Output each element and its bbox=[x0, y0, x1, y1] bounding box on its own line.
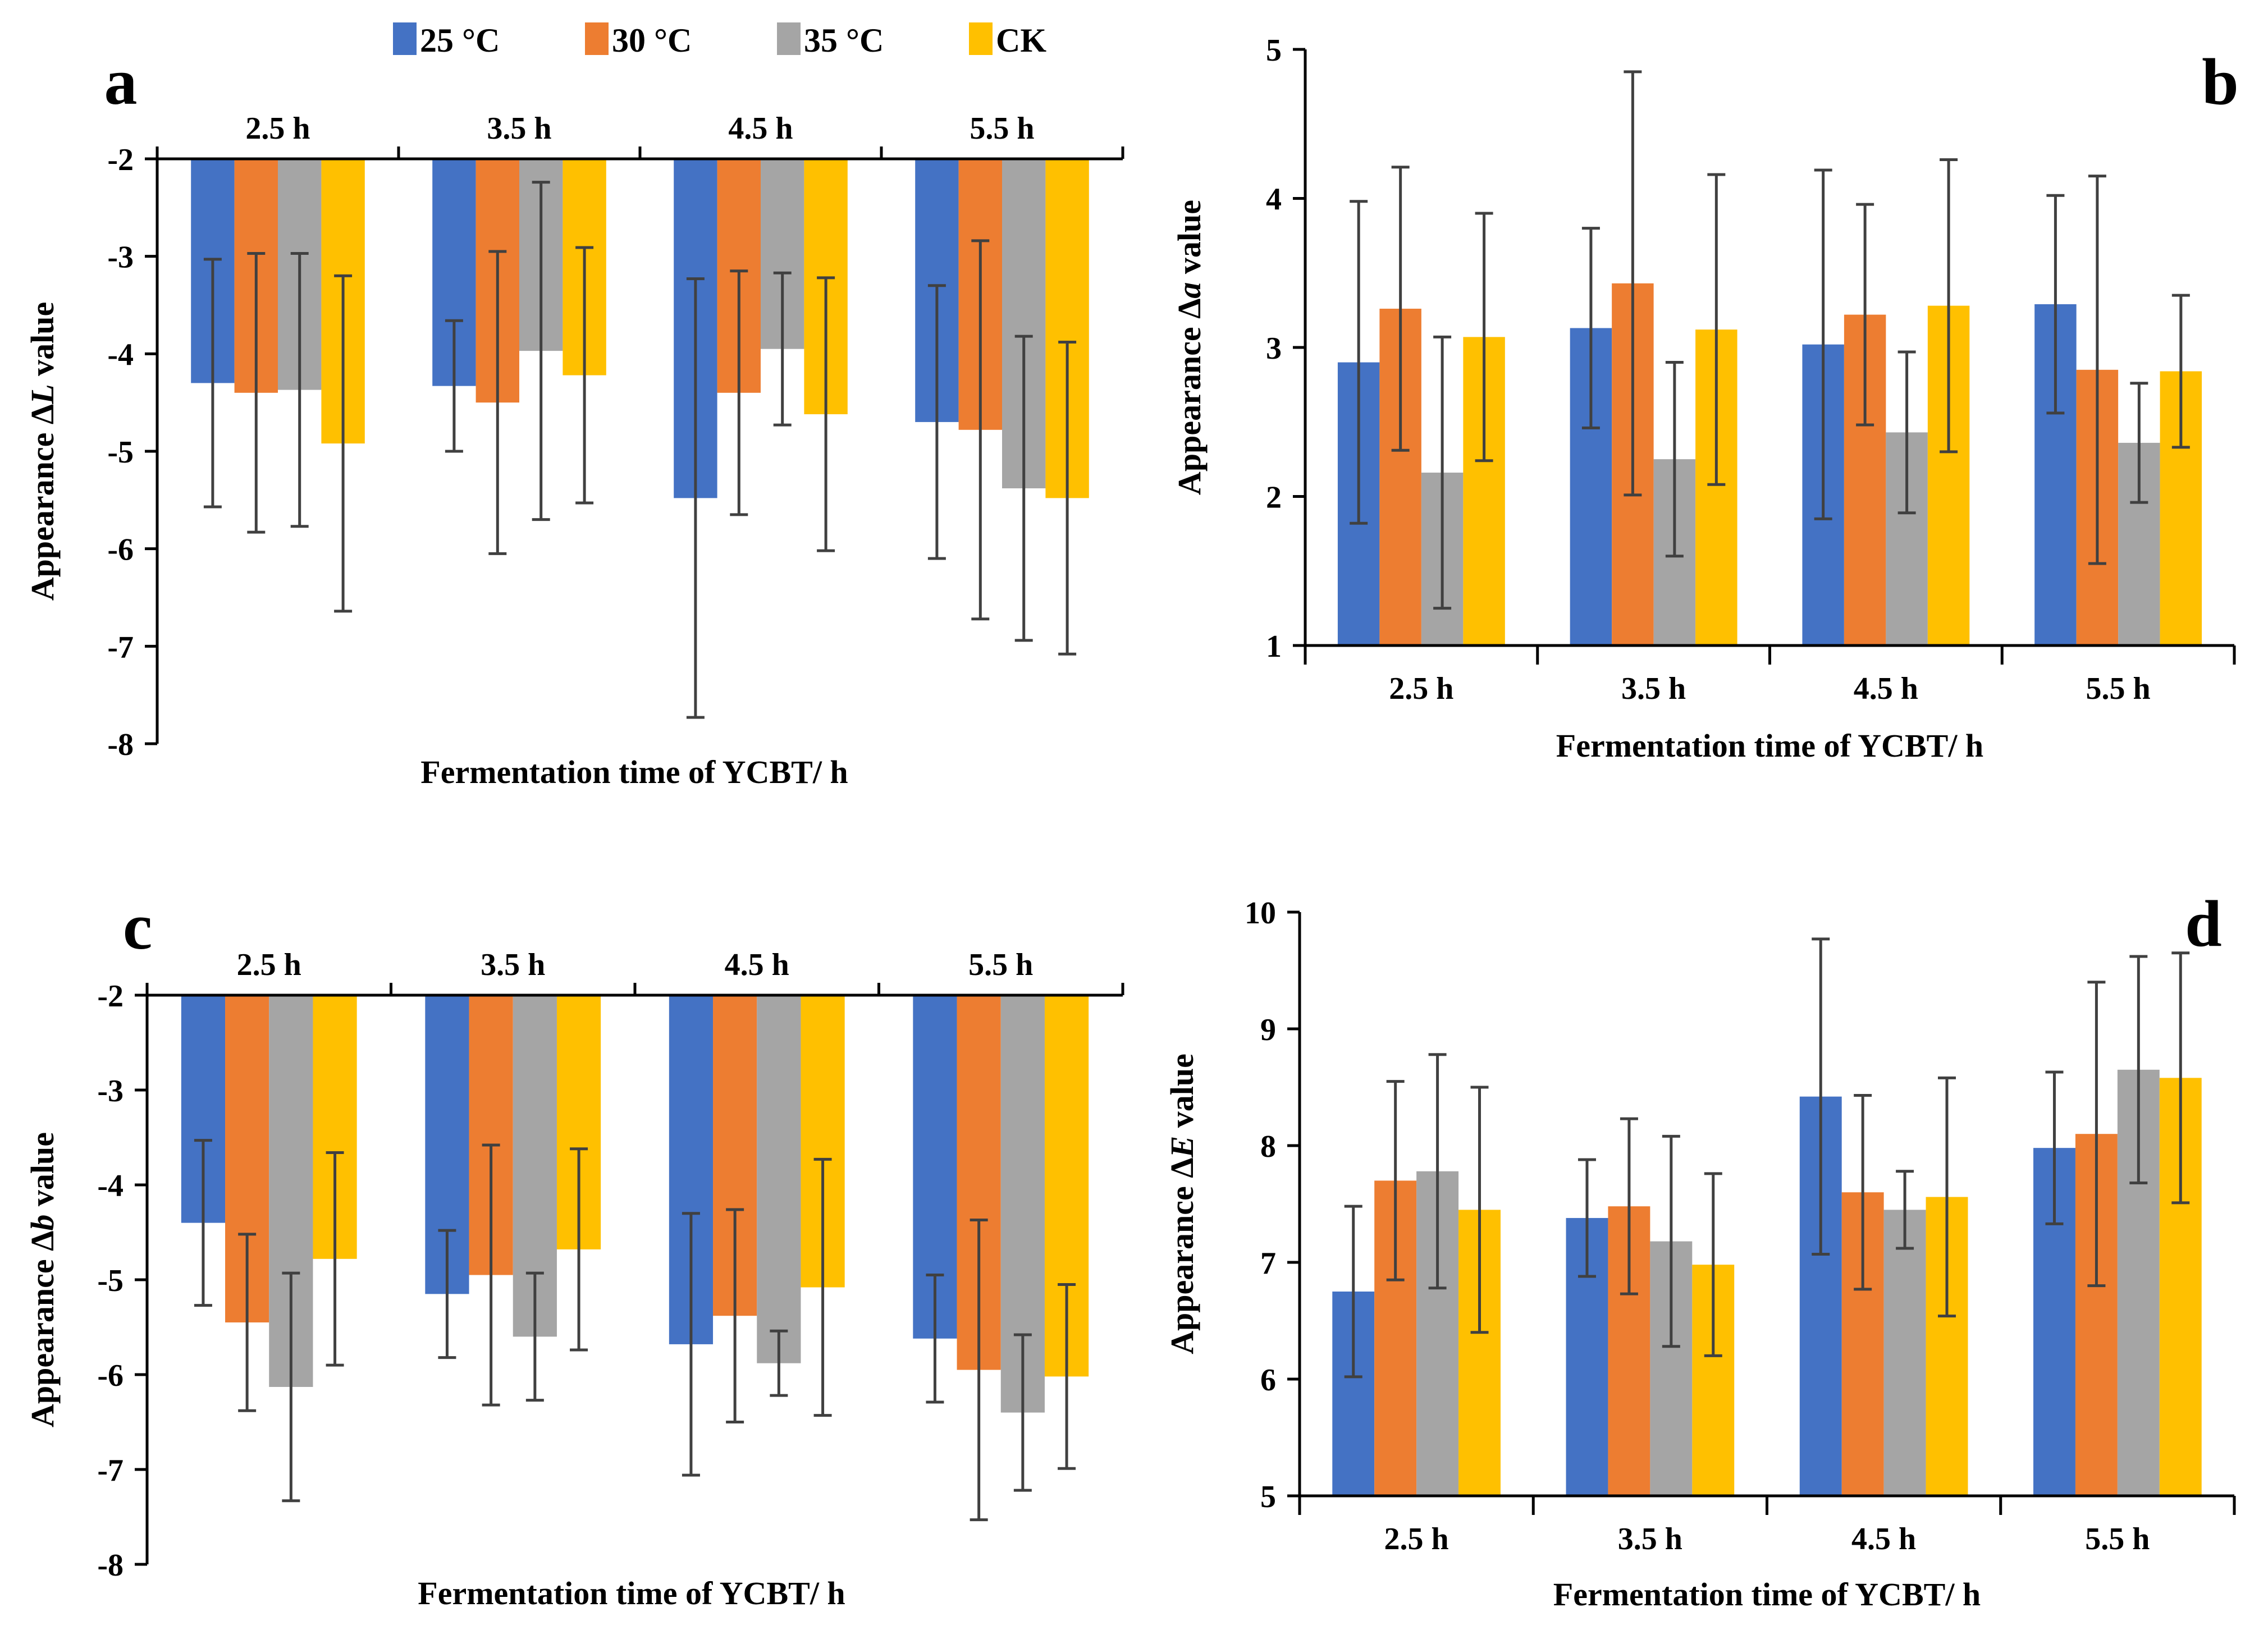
y-tick-label: 5 bbox=[1260, 1480, 1276, 1514]
y-tick-label: -8 bbox=[97, 1548, 124, 1583]
category-label: 2.5 h bbox=[1384, 1522, 1449, 1556]
y-tick-label: 10 bbox=[1245, 896, 1276, 931]
panel-b: b 1 2 3 4 5 2.5 h 3.5 h 4.5 h 5.5 h Fermentation t… bbox=[1171, 33, 2239, 764]
y-tick-label: 3 bbox=[1266, 331, 1282, 366]
legend-swatch-25c bbox=[393, 22, 417, 55]
category-label: 3.5 h bbox=[487, 111, 551, 146]
category-label: 5.5 h bbox=[970, 111, 1034, 146]
legend: 25 °C 30 °C 35 °C CK bbox=[393, 22, 1046, 59]
category-label: 4.5 h bbox=[1851, 1522, 1916, 1556]
y-tick-label: -3 bbox=[97, 1074, 124, 1109]
x-axis-title: Fermentation time of YCBT/ h bbox=[418, 1575, 845, 1611]
panel-letter: b bbox=[2202, 45, 2239, 118]
category-label: 4.5 h bbox=[725, 947, 789, 982]
category-label: 3.5 h bbox=[1618, 1522, 1682, 1556]
legend-label-30c: 30 °C bbox=[612, 22, 692, 59]
y-tick-label: 4 bbox=[1266, 182, 1282, 217]
x-axis-title: Fermentation time of YCBT/ h bbox=[1553, 1576, 1981, 1613]
bar-35c bbox=[1883, 1210, 1926, 1496]
category-label: 2.5 h bbox=[245, 111, 310, 146]
y-tick-label: -4 bbox=[97, 1169, 124, 1203]
x-axis-title: Fermentation time of YCBT/ h bbox=[420, 754, 848, 790]
legend-item-30c: 30 °C bbox=[585, 22, 692, 59]
legend-item-ck: CK bbox=[969, 22, 1046, 59]
y-tick-label: -4 bbox=[107, 337, 134, 372]
legend-item-35c: 35 °C bbox=[777, 22, 884, 59]
x-axis-title: Fermentation time of YCBT/ h bbox=[1556, 727, 1983, 764]
bar-35c bbox=[757, 995, 801, 1363]
panel-letter: a bbox=[104, 45, 138, 118]
legend-label-35c: 35 °C bbox=[804, 22, 884, 59]
y-axis-title: Appearance Δb value bbox=[24, 1132, 61, 1427]
category-label: 4.5 h bbox=[728, 111, 793, 146]
panel-c: c -2 -3 -4 -5 -6 -7 -8 2.5 h 3.5 h 4.5 h 5.5 h Ferme… bbox=[24, 890, 1124, 1611]
y-tick-label: -6 bbox=[107, 533, 134, 567]
y-tick-label: -8 bbox=[107, 727, 134, 762]
y-tick-label: -5 bbox=[107, 435, 134, 470]
category-label: 2.5 h bbox=[1389, 671, 1453, 706]
panel-d: d 5 6 7 8 9 10 2.5 h 3.5 h 4.5 h 5.5 h Fermentation… bbox=[1164, 887, 2236, 1613]
category-label: 5.5 h bbox=[2086, 671, 2151, 706]
y-tick-label: -7 bbox=[97, 1453, 124, 1488]
category-label: 2.5 h bbox=[237, 947, 301, 982]
y-tick-label: -2 bbox=[107, 143, 134, 177]
legend-label-ck: CK bbox=[996, 22, 1046, 59]
y-tick-label: 7 bbox=[1260, 1246, 1276, 1281]
y-tick-label: -5 bbox=[97, 1263, 124, 1298]
y-tick-label: 9 bbox=[1260, 1013, 1276, 1047]
category-label: 3.5 h bbox=[481, 947, 545, 982]
category-label: 5.5 h bbox=[968, 947, 1033, 982]
y-tick-label: -7 bbox=[107, 630, 134, 665]
panel-a: a -2 -3 -4 -5 -6 -7 -8 2.5 h 3.5 h 4.5 h 5.5 h Ferme… bbox=[24, 45, 1124, 790]
category-label: 4.5 h bbox=[1854, 671, 1918, 706]
y-tick-label: 6 bbox=[1260, 1363, 1276, 1398]
category-label: 3.5 h bbox=[1621, 671, 1686, 706]
y-tick-label: 8 bbox=[1260, 1129, 1276, 1164]
legend-label-25c: 25 °C bbox=[420, 22, 500, 59]
y-tick-label: 1 bbox=[1266, 629, 1282, 664]
panel-letter: d bbox=[2185, 887, 2222, 960]
legend-swatch-ck bbox=[969, 22, 993, 55]
legend-swatch-35c bbox=[777, 22, 801, 55]
legend-item-25c: 25 °C bbox=[393, 22, 500, 59]
y-tick-label: 2 bbox=[1266, 480, 1282, 515]
y-axis-title: Appearance ΔE value bbox=[1164, 1054, 1200, 1354]
category-label: 5.5 h bbox=[2085, 1522, 2150, 1556]
y-tick-label: -3 bbox=[107, 240, 134, 275]
y-tick-label: -2 bbox=[97, 979, 124, 1014]
y-tick-label: -6 bbox=[97, 1358, 124, 1393]
y-tick-label: 5 bbox=[1266, 33, 1282, 68]
panel-letter: c bbox=[123, 890, 152, 963]
y-axis-title: Appearance ΔL value bbox=[24, 302, 61, 601]
legend-swatch-30c bbox=[585, 22, 609, 55]
y-axis-title: Appearance Δa value bbox=[1171, 200, 1208, 495]
